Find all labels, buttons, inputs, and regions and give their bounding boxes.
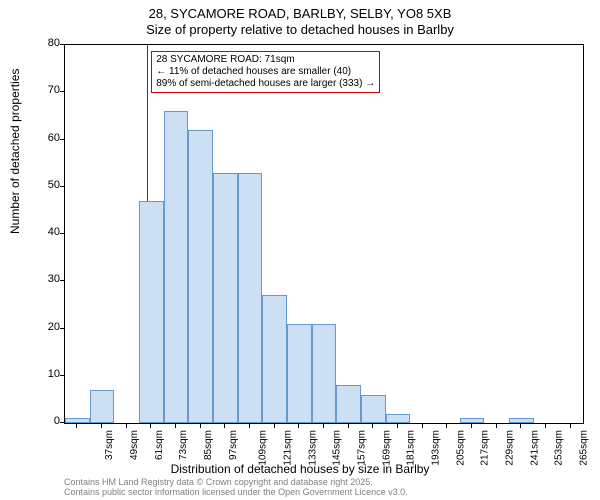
x-tick-mark — [471, 424, 472, 428]
x-tick-label: 205sqm — [455, 430, 466, 466]
x-tick-label: 217sqm — [480, 430, 491, 466]
y-tick-label: 10 — [38, 368, 60, 380]
y-tick-label: 20 — [38, 321, 60, 333]
histogram-bar — [262, 295, 287, 423]
x-tick-label: 193sqm — [431, 430, 442, 466]
y-tick-mark — [60, 233, 64, 234]
x-tick-mark — [545, 424, 546, 428]
histogram-bar — [213, 173, 238, 423]
histogram-bar — [287, 324, 312, 423]
x-tick-mark — [298, 424, 299, 428]
x-tick-mark — [422, 424, 423, 428]
chart-title-line2: Size of property relative to detached ho… — [0, 22, 600, 37]
y-tick-label: 80 — [38, 37, 60, 49]
x-tick-label: 49sqm — [129, 430, 140, 460]
x-tick-mark — [175, 424, 176, 428]
annotation-box: 28 SYCAMORE ROAD: 71sqm ← 11% of detache… — [151, 51, 380, 93]
x-tick-mark — [446, 424, 447, 428]
histogram-bar — [361, 395, 386, 423]
x-tick-label: 265sqm — [579, 430, 590, 466]
y-tick-label: 60 — [38, 132, 60, 144]
y-tick-mark — [60, 375, 64, 376]
y-axis-label: Number of detached properties — [8, 69, 22, 234]
chart-title-line1: 28, SYCAMORE ROAD, BARLBY, SELBY, YO8 5X… — [0, 6, 600, 21]
histogram-bar — [509, 418, 534, 423]
x-tick-label: 157sqm — [357, 430, 368, 466]
x-tick-mark — [126, 424, 127, 428]
x-tick-label: 169sqm — [381, 430, 392, 466]
histogram-bar — [90, 390, 115, 423]
histogram-bar — [164, 111, 189, 423]
y-tick-mark — [60, 91, 64, 92]
y-tick-label: 30 — [38, 273, 60, 285]
histogram-bar — [139, 201, 164, 423]
x-tick-mark — [397, 424, 398, 428]
y-tick-label: 0 — [38, 415, 60, 427]
histogram-bar — [188, 130, 213, 423]
y-tick-mark — [60, 139, 64, 140]
x-tick-mark — [274, 424, 275, 428]
x-tick-mark — [520, 424, 521, 428]
x-tick-label: 241sqm — [529, 430, 540, 466]
x-tick-label: 133sqm — [307, 430, 318, 466]
y-tick-label: 50 — [38, 179, 60, 191]
x-tick-label: 253sqm — [554, 430, 565, 466]
y-tick-label: 40 — [38, 226, 60, 238]
y-tick-mark — [60, 186, 64, 187]
annotation-line3: 89% of semi-detached houses are larger (… — [156, 78, 375, 90]
x-tick-mark — [348, 424, 349, 428]
x-tick-mark — [224, 424, 225, 428]
histogram-bar — [460, 418, 485, 423]
histogram-bar — [65, 418, 90, 423]
y-tick-mark — [60, 328, 64, 329]
x-tick-label: 121sqm — [283, 430, 294, 466]
x-tick-mark — [150, 424, 151, 428]
y-tick-label: 70 — [38, 84, 60, 96]
y-tick-mark — [60, 422, 64, 423]
x-tick-label: 85sqm — [203, 430, 214, 460]
plot-area: 28 SYCAMORE ROAD: 71sqm ← 11% of detache… — [64, 44, 584, 424]
annotation-line1: 28 SYCAMORE ROAD: 71sqm — [156, 54, 375, 66]
histogram-bar — [238, 173, 263, 423]
x-tick-label: 229sqm — [505, 430, 516, 466]
x-tick-label: 37sqm — [104, 430, 115, 460]
x-tick-mark — [372, 424, 373, 428]
x-tick-label: 97sqm — [228, 430, 239, 460]
x-tick-mark — [323, 424, 324, 428]
y-tick-mark — [60, 44, 64, 45]
x-tick-mark — [76, 424, 77, 428]
x-tick-mark — [570, 424, 571, 428]
histogram-bar — [312, 324, 337, 423]
x-tick-label: 109sqm — [258, 430, 269, 466]
x-tick-label: 61sqm — [154, 430, 165, 460]
x-tick-mark — [249, 424, 250, 428]
x-tick-mark — [101, 424, 102, 428]
y-tick-mark — [60, 280, 64, 281]
x-tick-mark — [496, 424, 497, 428]
footer-attribution: Contains HM Land Registry data © Crown c… — [64, 478, 408, 498]
x-tick-mark — [200, 424, 201, 428]
x-tick-label: 181sqm — [406, 430, 417, 466]
footer-line2: Contains public sector information licen… — [64, 488, 408, 498]
chart-container: 28, SYCAMORE ROAD, BARLBY, SELBY, YO8 5X… — [0, 0, 600, 500]
annotation-line2: ← 11% of detached houses are smaller (40… — [156, 66, 375, 78]
x-tick-label: 145sqm — [332, 430, 343, 466]
histogram-bar — [336, 385, 361, 423]
x-tick-label: 73sqm — [178, 430, 189, 460]
histogram-bar — [386, 414, 411, 423]
